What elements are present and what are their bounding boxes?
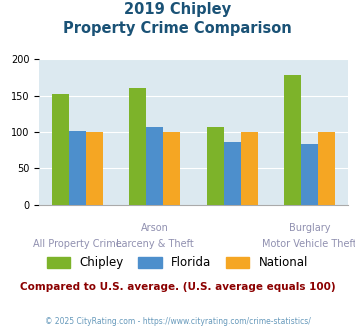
- Bar: [301, 144, 318, 205]
- Bar: [241, 132, 258, 205]
- Bar: [224, 142, 241, 205]
- Bar: [284, 75, 301, 205]
- Text: Burglary: Burglary: [289, 223, 330, 233]
- Text: © 2025 CityRating.com - https://www.cityrating.com/crime-statistics/: © 2025 CityRating.com - https://www.city…: [45, 317, 310, 326]
- Bar: [163, 132, 180, 205]
- Text: Property Crime Comparison: Property Crime Comparison: [63, 21, 292, 36]
- Bar: [69, 131, 86, 205]
- Text: Arson: Arson: [141, 223, 169, 233]
- Legend: Chipley, Florida, National: Chipley, Florida, National: [42, 252, 313, 274]
- Text: Motor Vehicle Theft: Motor Vehicle Theft: [262, 239, 355, 249]
- Text: Compared to U.S. average. (U.S. average equals 100): Compared to U.S. average. (U.S. average …: [20, 282, 335, 292]
- Bar: [318, 132, 335, 205]
- Text: 2019 Chipley: 2019 Chipley: [124, 2, 231, 16]
- Text: Larceny & Theft: Larceny & Theft: [116, 239, 194, 249]
- Bar: [146, 127, 163, 205]
- Bar: [207, 127, 224, 205]
- Text: All Property Crime: All Property Crime: [33, 239, 122, 249]
- Bar: [129, 88, 146, 205]
- Bar: [86, 132, 103, 205]
- Bar: [52, 93, 69, 205]
